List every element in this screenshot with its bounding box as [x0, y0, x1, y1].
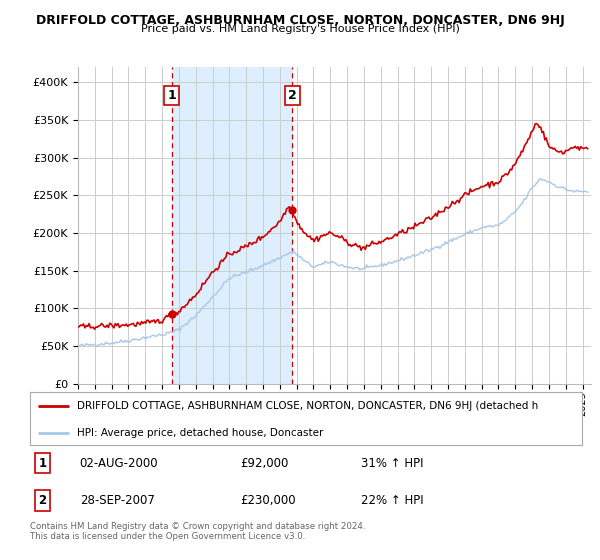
Text: 02-AUG-2000: 02-AUG-2000	[80, 457, 158, 470]
Text: Contains HM Land Registry data © Crown copyright and database right 2024.
This d: Contains HM Land Registry data © Crown c…	[30, 522, 365, 542]
Text: 2: 2	[288, 89, 296, 102]
Text: DRIFFOLD COTTAGE, ASHBURNHAM CLOSE, NORTON, DONCASTER, DN6 9HJ: DRIFFOLD COTTAGE, ASHBURNHAM CLOSE, NORT…	[35, 14, 565, 27]
Bar	[172, 67, 292, 384]
Text: 1: 1	[167, 89, 176, 102]
Text: £92,000: £92,000	[240, 457, 288, 470]
Text: HPI: Average price, detached house, Doncaster: HPI: Average price, detached house, Donc…	[77, 428, 323, 438]
Text: £230,000: £230,000	[240, 494, 295, 507]
Text: 31% ↑ HPI: 31% ↑ HPI	[361, 457, 424, 470]
Text: 22% ↑ HPI: 22% ↑ HPI	[361, 494, 424, 507]
Text: 2: 2	[38, 494, 46, 507]
Text: 1: 1	[38, 457, 46, 470]
Text: DRIFFOLD COTTAGE, ASHBURNHAM CLOSE, NORTON, DONCASTER, DN6 9HJ (detached h: DRIFFOLD COTTAGE, ASHBURNHAM CLOSE, NORT…	[77, 402, 538, 412]
Text: Price paid vs. HM Land Registry's House Price Index (HPI): Price paid vs. HM Land Registry's House …	[140, 24, 460, 34]
Text: 28-SEP-2007: 28-SEP-2007	[80, 494, 155, 507]
